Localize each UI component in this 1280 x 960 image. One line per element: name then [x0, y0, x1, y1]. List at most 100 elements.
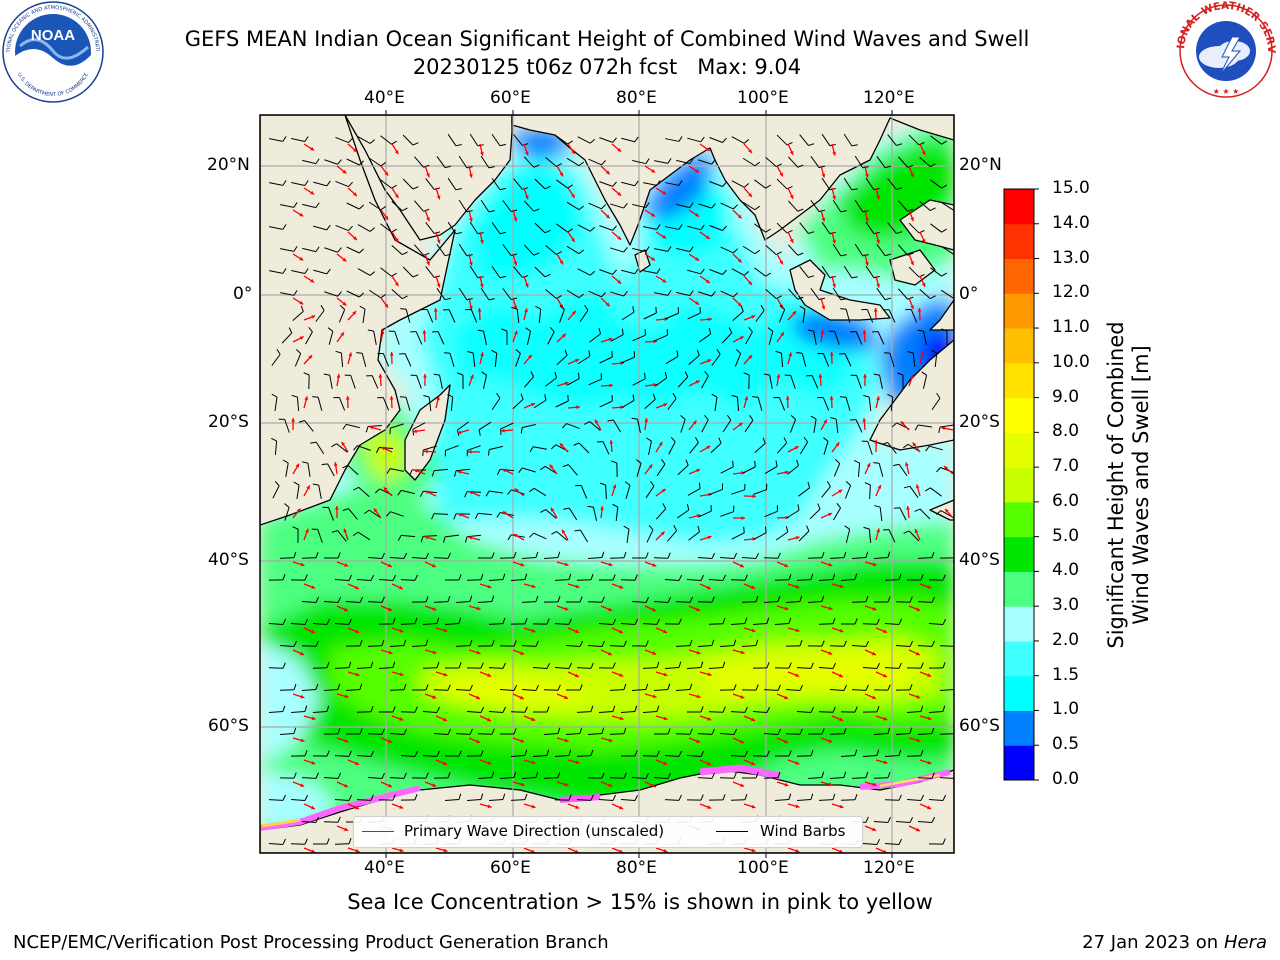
- wind-barb: [356, 755, 372, 757]
- colorbar-segment: [1004, 640, 1034, 677]
- wind-barb-feather: [744, 617, 748, 624]
- wave-direction-arrowhead: [828, 651, 833, 655]
- wind-barb-feather: [392, 661, 396, 668]
- wind-barb-feather: [443, 536, 446, 543]
- wind-barb-feather: [711, 639, 715, 646]
- wind-barb-feather: [896, 143, 903, 146]
- wave-direction-arrowhead: [605, 170, 610, 175]
- wind-barb-feather: [431, 513, 435, 520]
- wind-barb: [823, 441, 829, 455]
- wind-barb-feather: [544, 273, 551, 278]
- wind-barb: [764, 510, 778, 518]
- wind-barb-feather: [455, 144, 462, 147]
- wind-barb-feather: [567, 228, 573, 233]
- wind-barb-feather: [491, 640, 495, 647]
- wind-barb-feather: [896, 187, 903, 190]
- wind-barb: [809, 508, 821, 520]
- wave-direction-arrowhead: [910, 305, 914, 310]
- wind-barb-feather: [436, 706, 440, 713]
- wind-barb: [340, 352, 344, 368]
- wind-barb: [720, 290, 734, 298]
- wind-barb-feather: [271, 437, 277, 442]
- wind-barb-feather: [810, 793, 814, 800]
- wind-barb: [720, 466, 734, 474]
- wind-barb-feather: [447, 393, 453, 398]
- wind-barb: [844, 353, 852, 367]
- wind-barb: [380, 135, 392, 145]
- wind-barb: [302, 247, 316, 253]
- colorbar-tick-label: 2.0: [1052, 629, 1080, 650]
- wind-barb: [769, 375, 773, 389]
- wind-barb-feather: [936, 392, 941, 399]
- wind-barb: [940, 245, 954, 255]
- wind-barb-feather: [511, 307, 518, 310]
- wind-barb-feather: [520, 393, 524, 400]
- wave-direction-arrowhead: [915, 827, 920, 832]
- wind-barb: [576, 667, 592, 669]
- wind-barb-feather: [444, 297, 452, 301]
- wind-barb: [742, 245, 756, 255]
- wind-barb-feather: [766, 617, 770, 624]
- wave-direction-arrowhead: [789, 238, 794, 243]
- wind-barb-feather: [381, 552, 385, 559]
- wind-barb: [455, 645, 471, 647]
- wind-barb: [755, 310, 765, 322]
- wind-barb: [268, 667, 284, 669]
- wind-barb: [940, 467, 954, 473]
- colorbar: [1003, 188, 1039, 781]
- wind-barb: [362, 308, 366, 324]
- wind-barb: [677, 464, 689, 476]
- wind-barb: [654, 248, 668, 252]
- wind-barb-feather: [293, 481, 300, 486]
- wind-barb-feather: [535, 595, 539, 602]
- wind-barb-feather: [696, 349, 700, 356]
- wave-direction-arrowhead: [910, 261, 914, 266]
- wind-barb: [382, 353, 390, 367]
- wind-barb-feather: [843, 551, 847, 558]
- wind-barb: [917, 645, 933, 647]
- wind-barb-feather: [752, 396, 759, 398]
- wind-barb-feather: [412, 429, 415, 436]
- wind-barb: [357, 268, 371, 276]
- wave-direction-arrowhead: [311, 760, 316, 765]
- wind-barb: [532, 754, 548, 758]
- wave-direction-arrowhead: [348, 352, 353, 357]
- lon-bottom-40e: 40°E: [364, 858, 405, 878]
- wind-barb: [411, 644, 427, 648]
- wind-barb-feather: [303, 372, 310, 376]
- wind-barb: [732, 311, 744, 321]
- wind-barb: [577, 224, 591, 232]
- wind-barb-feather: [496, 512, 501, 518]
- wind-barb-feather: [843, 727, 847, 734]
- wind-barb-feather: [557, 551, 561, 558]
- wind-barb-feather: [942, 574, 946, 581]
- wind-barb-feather: [887, 551, 891, 558]
- wind-barb: [587, 557, 603, 559]
- wind-barb: [513, 134, 523, 146]
- wind-barb: [778, 397, 786, 411]
- wind-barb: [510, 799, 526, 801]
- wind-barb-feather: [942, 838, 946, 845]
- wind-barb-feather: [631, 417, 638, 420]
- wind-barb: [436, 288, 446, 300]
- wind-barb-feather: [685, 459, 689, 466]
- wave-direction-arrowhead: [436, 195, 441, 200]
- wave-direction-arrowhead: [876, 195, 880, 200]
- wind-barb: [296, 485, 300, 499]
- wind-barb: [895, 820, 911, 824]
- wind-barb-feather: [304, 838, 308, 845]
- wind-barb-feather: [356, 352, 363, 354]
- wave-direction-arrowhead: [480, 352, 484, 357]
- chart-title: GEFS MEAN Indian Ocean Significant Heigh…: [184, 27, 1030, 51]
- wind-barb-feather: [667, 552, 671, 559]
- footer-date-text: 27 Jan 2023 on: [1082, 932, 1219, 953]
- wind-barb-feather: [312, 483, 319, 486]
- wave-direction-arrowhead: [479, 151, 484, 156]
- wind-barb-feather: [865, 684, 869, 691]
- wind-barb-feather: [513, 640, 517, 647]
- wind-barb: [730, 755, 746, 757]
- wind-barb-feather: [621, 328, 624, 335]
- wind-barb: [776, 134, 788, 146]
- wind-barb: [269, 138, 283, 142]
- wave-direction-arrowhead: [707, 717, 712, 721]
